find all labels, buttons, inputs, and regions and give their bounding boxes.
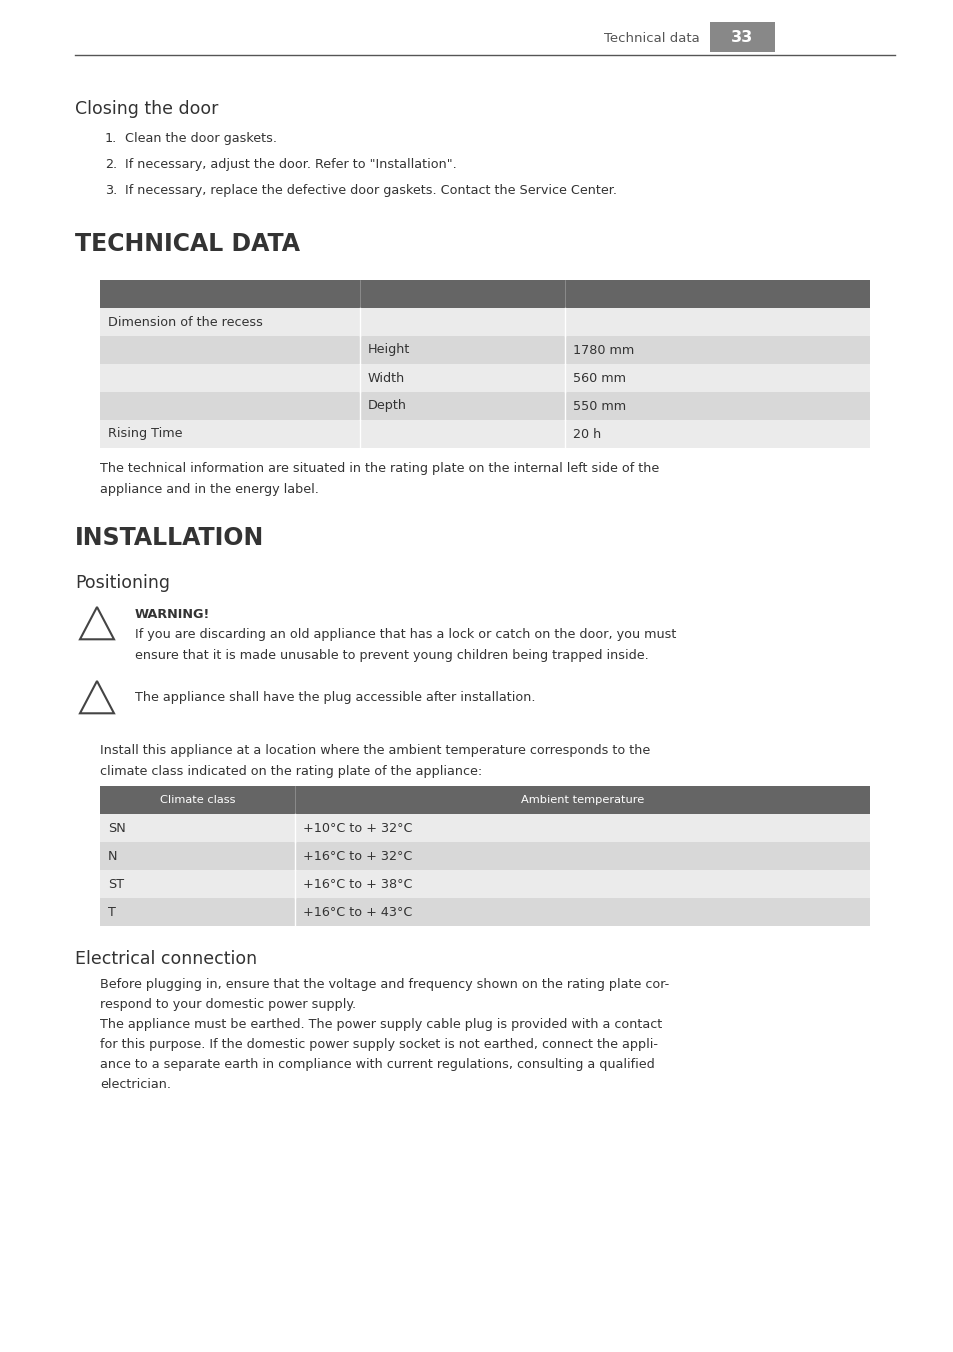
Text: respond to your domestic power supply.: respond to your domestic power supply.: [100, 998, 355, 1011]
Text: Ambient temperature: Ambient temperature: [520, 795, 643, 804]
Text: 3.: 3.: [105, 184, 117, 197]
Text: for this purpose. If the domestic power supply socket is not earthed, connect th: for this purpose. If the domestic power …: [100, 1038, 658, 1051]
Text: The appliance shall have the plug accessible after installation.: The appliance shall have the plug access…: [135, 691, 535, 704]
Text: Before plugging in, ensure that the voltage and frequency shown on the rating pl: Before plugging in, ensure that the volt…: [100, 977, 669, 991]
Text: ST: ST: [108, 877, 124, 891]
Text: 33: 33: [730, 30, 752, 45]
Bar: [100, 420, 869, 448]
Bar: [100, 898, 869, 926]
Text: Install this appliance at a location where the ambient temperature corresponds t: Install this appliance at a location whe…: [100, 744, 650, 757]
Bar: [100, 280, 869, 308]
Text: The technical information are situated in the rating plate on the internal left : The technical information are situated i…: [100, 462, 659, 475]
Bar: [100, 337, 869, 364]
Text: 1.: 1.: [105, 132, 117, 145]
Text: 2.: 2.: [105, 158, 117, 170]
Text: Climate class: Climate class: [159, 795, 235, 804]
Text: If necessary, adjust the door. Refer to "Installation".: If necessary, adjust the door. Refer to …: [125, 158, 456, 170]
Text: Closing the door: Closing the door: [75, 100, 218, 118]
Text: Depth: Depth: [368, 399, 407, 412]
Bar: [100, 842, 869, 869]
Text: Clean the door gaskets.: Clean the door gaskets.: [125, 132, 276, 145]
Text: climate class indicated on the rating plate of the appliance:: climate class indicated on the rating pl…: [100, 765, 482, 777]
Text: !: !: [94, 696, 100, 710]
Text: Positioning: Positioning: [75, 575, 170, 592]
Text: ance to a separate earth in compliance with current regulations, consulting a qu: ance to a separate earth in compliance w…: [100, 1059, 654, 1071]
Polygon shape: [80, 681, 113, 714]
Text: Electrical connection: Electrical connection: [75, 950, 257, 968]
Bar: [100, 814, 869, 842]
Text: N: N: [108, 849, 117, 863]
Bar: [100, 364, 869, 392]
Bar: [100, 786, 869, 814]
Text: INSTALLATION: INSTALLATION: [75, 526, 264, 550]
Polygon shape: [80, 607, 113, 639]
Bar: [100, 308, 869, 337]
Text: 560 mm: 560 mm: [573, 372, 625, 384]
Text: appliance and in the energy label.: appliance and in the energy label.: [100, 483, 318, 496]
Text: SN: SN: [108, 822, 126, 834]
Text: Rising Time: Rising Time: [108, 427, 182, 441]
Bar: [709, 22, 774, 51]
Text: electrician.: electrician.: [100, 1078, 171, 1091]
Text: The appliance must be earthed. The power supply cable plug is provided with a co: The appliance must be earthed. The power…: [100, 1018, 661, 1032]
Text: 1780 mm: 1780 mm: [573, 343, 634, 357]
Text: +10°C to + 32°C: +10°C to + 32°C: [303, 822, 412, 834]
Text: Width: Width: [368, 372, 405, 384]
Text: 550 mm: 550 mm: [573, 399, 625, 412]
Bar: [100, 869, 869, 898]
Text: Dimension of the recess: Dimension of the recess: [108, 315, 263, 329]
Text: If necessary, replace the defective door gaskets. Contact the Service Center.: If necessary, replace the defective door…: [125, 184, 617, 197]
Text: !: !: [94, 622, 100, 635]
Text: +16°C to + 32°C: +16°C to + 32°C: [303, 849, 412, 863]
Text: Technical data: Technical data: [603, 31, 700, 45]
Text: WARNING!: WARNING!: [135, 608, 210, 621]
Text: Height: Height: [368, 343, 410, 357]
Text: ensure that it is made unusable to prevent young children being trapped inside.: ensure that it is made unusable to preve…: [135, 649, 648, 662]
Text: 20 h: 20 h: [573, 427, 600, 441]
Text: T: T: [108, 906, 115, 918]
Bar: [100, 392, 869, 420]
Text: TECHNICAL DATA: TECHNICAL DATA: [75, 233, 299, 256]
Text: +16°C to + 43°C: +16°C to + 43°C: [303, 906, 412, 918]
Text: +16°C to + 38°C: +16°C to + 38°C: [303, 877, 412, 891]
Text: If you are discarding an old appliance that has a lock or catch on the door, you: If you are discarding an old appliance t…: [135, 627, 676, 641]
